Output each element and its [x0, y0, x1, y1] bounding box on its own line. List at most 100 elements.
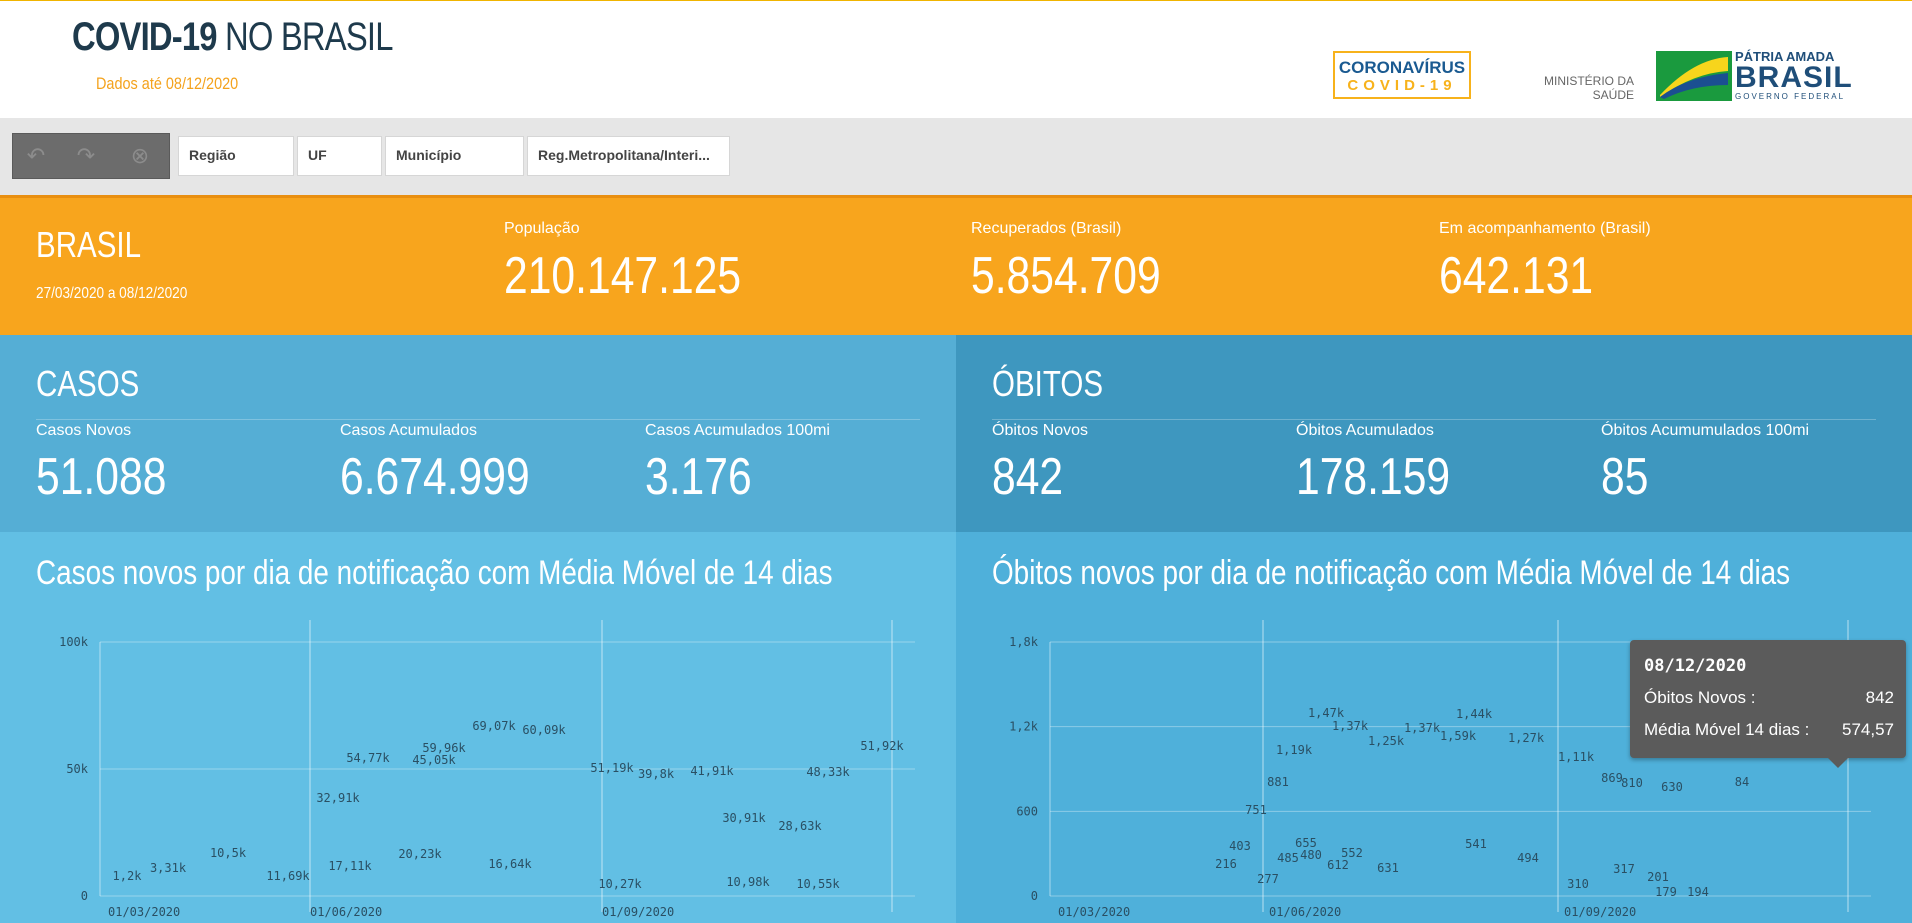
x-tick-label: 01/06/2020 — [1269, 905, 1341, 919]
step-forward-icon[interactable]: ↷ — [76, 143, 96, 168]
step-back-icon[interactable]: ↶ — [26, 143, 46, 168]
obitos-acumulados-100mi-value: 85 — [1601, 448, 1649, 506]
data-label: 10,5k — [210, 846, 247, 860]
data-label: 317 — [1613, 862, 1635, 876]
header: COVID-19 NO BRASIL Dados até 08/12/2020 … — [0, 0, 1912, 119]
y-tick-label: 50k — [66, 762, 88, 776]
clear-selections-icon[interactable]: ⊗ — [130, 143, 150, 168]
tooltip-row-obitos-novos: Óbitos Novos :842 — [1644, 688, 1894, 707]
y-tick-label: 1,2k — [1009, 720, 1039, 734]
data-label: 1,19k — [1276, 743, 1313, 757]
obitos-acumulados-label: Óbitos Acumulados — [1296, 422, 1434, 439]
data-label: 1,25k — [1368, 734, 1405, 748]
divider — [992, 419, 1876, 420]
casos-title: CASOS — [36, 363, 140, 404]
obitos-title: ÓBITOS — [992, 363, 1104, 404]
obitos-chart[interactable]: 0 600 1,2k 1,8k 01/03/2020 01/06/2020 01/09/20… — [956, 532, 1912, 923]
casos-novos-value: 51.088 — [36, 448, 167, 506]
casos-acumulados-value: 6.674.999 — [340, 448, 530, 506]
data-label: 1,2k — [113, 869, 143, 883]
recuperados-value: 5.854.709 — [971, 247, 1161, 305]
populacao-label: População — [504, 220, 580, 237]
x-tick-label: 01/06/2020 — [310, 905, 382, 919]
data-label: 310 — [1567, 877, 1589, 891]
data-label: 48,33k — [806, 765, 850, 779]
casos-novos-label: Casos Novos — [36, 422, 132, 439]
patria-amada-logo: PÁTRIA AMADA BRASIL GOVERNO FEDERAL — [1735, 49, 1853, 101]
data-label: 54,77k — [346, 751, 390, 765]
data-label: 869 — [1601, 771, 1623, 785]
y-tick-label: 0 — [81, 889, 88, 903]
data-label: 751 — [1245, 803, 1267, 817]
data-label: 41,91k — [690, 764, 734, 778]
casos-acumulados-100mi-value: 3.176 — [645, 448, 752, 506]
data-label: 216 — [1215, 857, 1237, 871]
data-label: 1,59k — [1440, 729, 1477, 743]
coronavirus-logo: CORONAVÍRUS COVID-19 — [1333, 51, 1471, 99]
data-label: 39,8k — [638, 767, 675, 781]
data-label: 59,96k — [422, 741, 466, 755]
data-label: 32,91k — [316, 791, 360, 805]
data-label: 45,05k — [412, 753, 456, 767]
data-label: 1,37k — [1332, 719, 1369, 733]
data-label: 28,63k — [778, 819, 822, 833]
acompanhamento-value: 642.131 — [1439, 247, 1594, 305]
data-label: 60,09k — [522, 723, 566, 737]
data-label: 17,11k — [328, 859, 372, 873]
casos-chart[interactable]: 0 50k 100k 01/03/2020 01/06/2020 01/09/2020 1,… — [0, 532, 956, 923]
x-tick-label: 01/03/2020 — [108, 905, 180, 919]
casos-acumulados-label: Casos Acumulados — [340, 422, 477, 439]
obitos-acumulados-100mi-label: Óbitos Acumumulados 100mi — [1601, 422, 1810, 439]
casos-acumulados-100mi-label: Casos Acumulados 100mi — [645, 422, 830, 439]
chart-tooltip: 08/12/2020 Óbitos Novos :842 Média Móvel… — [1630, 640, 1906, 768]
data-label: 1,37k — [1404, 721, 1441, 735]
data-label: 3,31k — [150, 861, 187, 875]
data-label: 30,91k — [722, 811, 766, 825]
casos-panel: CASOS Casos Novos 51.088 Casos Acumulado… — [0, 335, 956, 532]
data-label: 1,47k — [1308, 706, 1345, 720]
obitos-acumulados-value: 178.159 — [1296, 448, 1451, 506]
period: 27/03/2020 a 08/12/2020 — [36, 285, 188, 302]
data-label: 11,69k — [266, 869, 310, 883]
obitos-novos-value: 842 — [992, 448, 1064, 506]
data-label: 485 — [1277, 851, 1299, 865]
data-label: 10,55k — [796, 877, 840, 891]
data-label: 552 — [1341, 846, 1363, 860]
obitos-chart-panel: Óbitos novos por dia de notificação com … — [956, 532, 1912, 923]
y-tick-label: 0 — [1031, 889, 1038, 903]
filter-municipio[interactable]: Município — [385, 136, 524, 176]
filter-regiao-metropolitana[interactable]: Reg.Metropolitana/Interi... — [527, 136, 730, 176]
brasil-flag-logo — [1656, 51, 1732, 101]
data-label: 1,44k — [1456, 707, 1493, 721]
data-label: 69,07k — [472, 719, 516, 733]
tooltip-row-media-movel: Média Móvel 14 dias :574,57 — [1644, 720, 1894, 739]
filter-regiao[interactable]: Região — [178, 136, 294, 176]
data-label: 1,27k — [1508, 731, 1545, 745]
acompanhamento-label: Em acompanhamento (Brasil) — [1439, 220, 1651, 237]
selection-tools: ↶ ↷ ⊗ — [12, 133, 170, 179]
data-label: 494 — [1517, 851, 1539, 865]
filter-uf[interactable]: UF — [297, 136, 382, 176]
data-label: 403 — [1229, 839, 1251, 853]
data-label: 541 — [1465, 837, 1487, 851]
data-label: 480 — [1300, 848, 1322, 862]
region-name: BRASIL — [36, 224, 142, 265]
obitos-novos-label: Óbitos Novos — [992, 422, 1089, 439]
data-label: 16,64k — [488, 857, 532, 871]
data-label: 655 — [1295, 836, 1317, 850]
data-label: 179 — [1655, 885, 1677, 899]
y-tick-label: 100k — [59, 635, 89, 649]
data-label: 194 — [1687, 885, 1709, 899]
data-label: 10,27k — [598, 877, 642, 891]
data-label: 51,92k — [860, 739, 904, 753]
data-label: 10,98k — [726, 875, 770, 889]
y-tick-label: 600 — [1016, 804, 1038, 818]
obitos-chart-title: Óbitos novos por dia de notificação com … — [992, 554, 1791, 592]
x-tick-label: 01/09/2020 — [602, 905, 674, 919]
casos-chart-title: Casos novos por dia de notificação com M… — [36, 554, 833, 592]
summary-band: BRASIL 27/03/2020 a 08/12/2020 População… — [0, 195, 1912, 335]
data-label: 277 — [1257, 872, 1279, 886]
populacao-value: 210.147.125 — [504, 247, 742, 305]
tooltip-date: 08/12/2020 — [1644, 656, 1747, 676]
data-label: 20,23k — [398, 847, 442, 861]
